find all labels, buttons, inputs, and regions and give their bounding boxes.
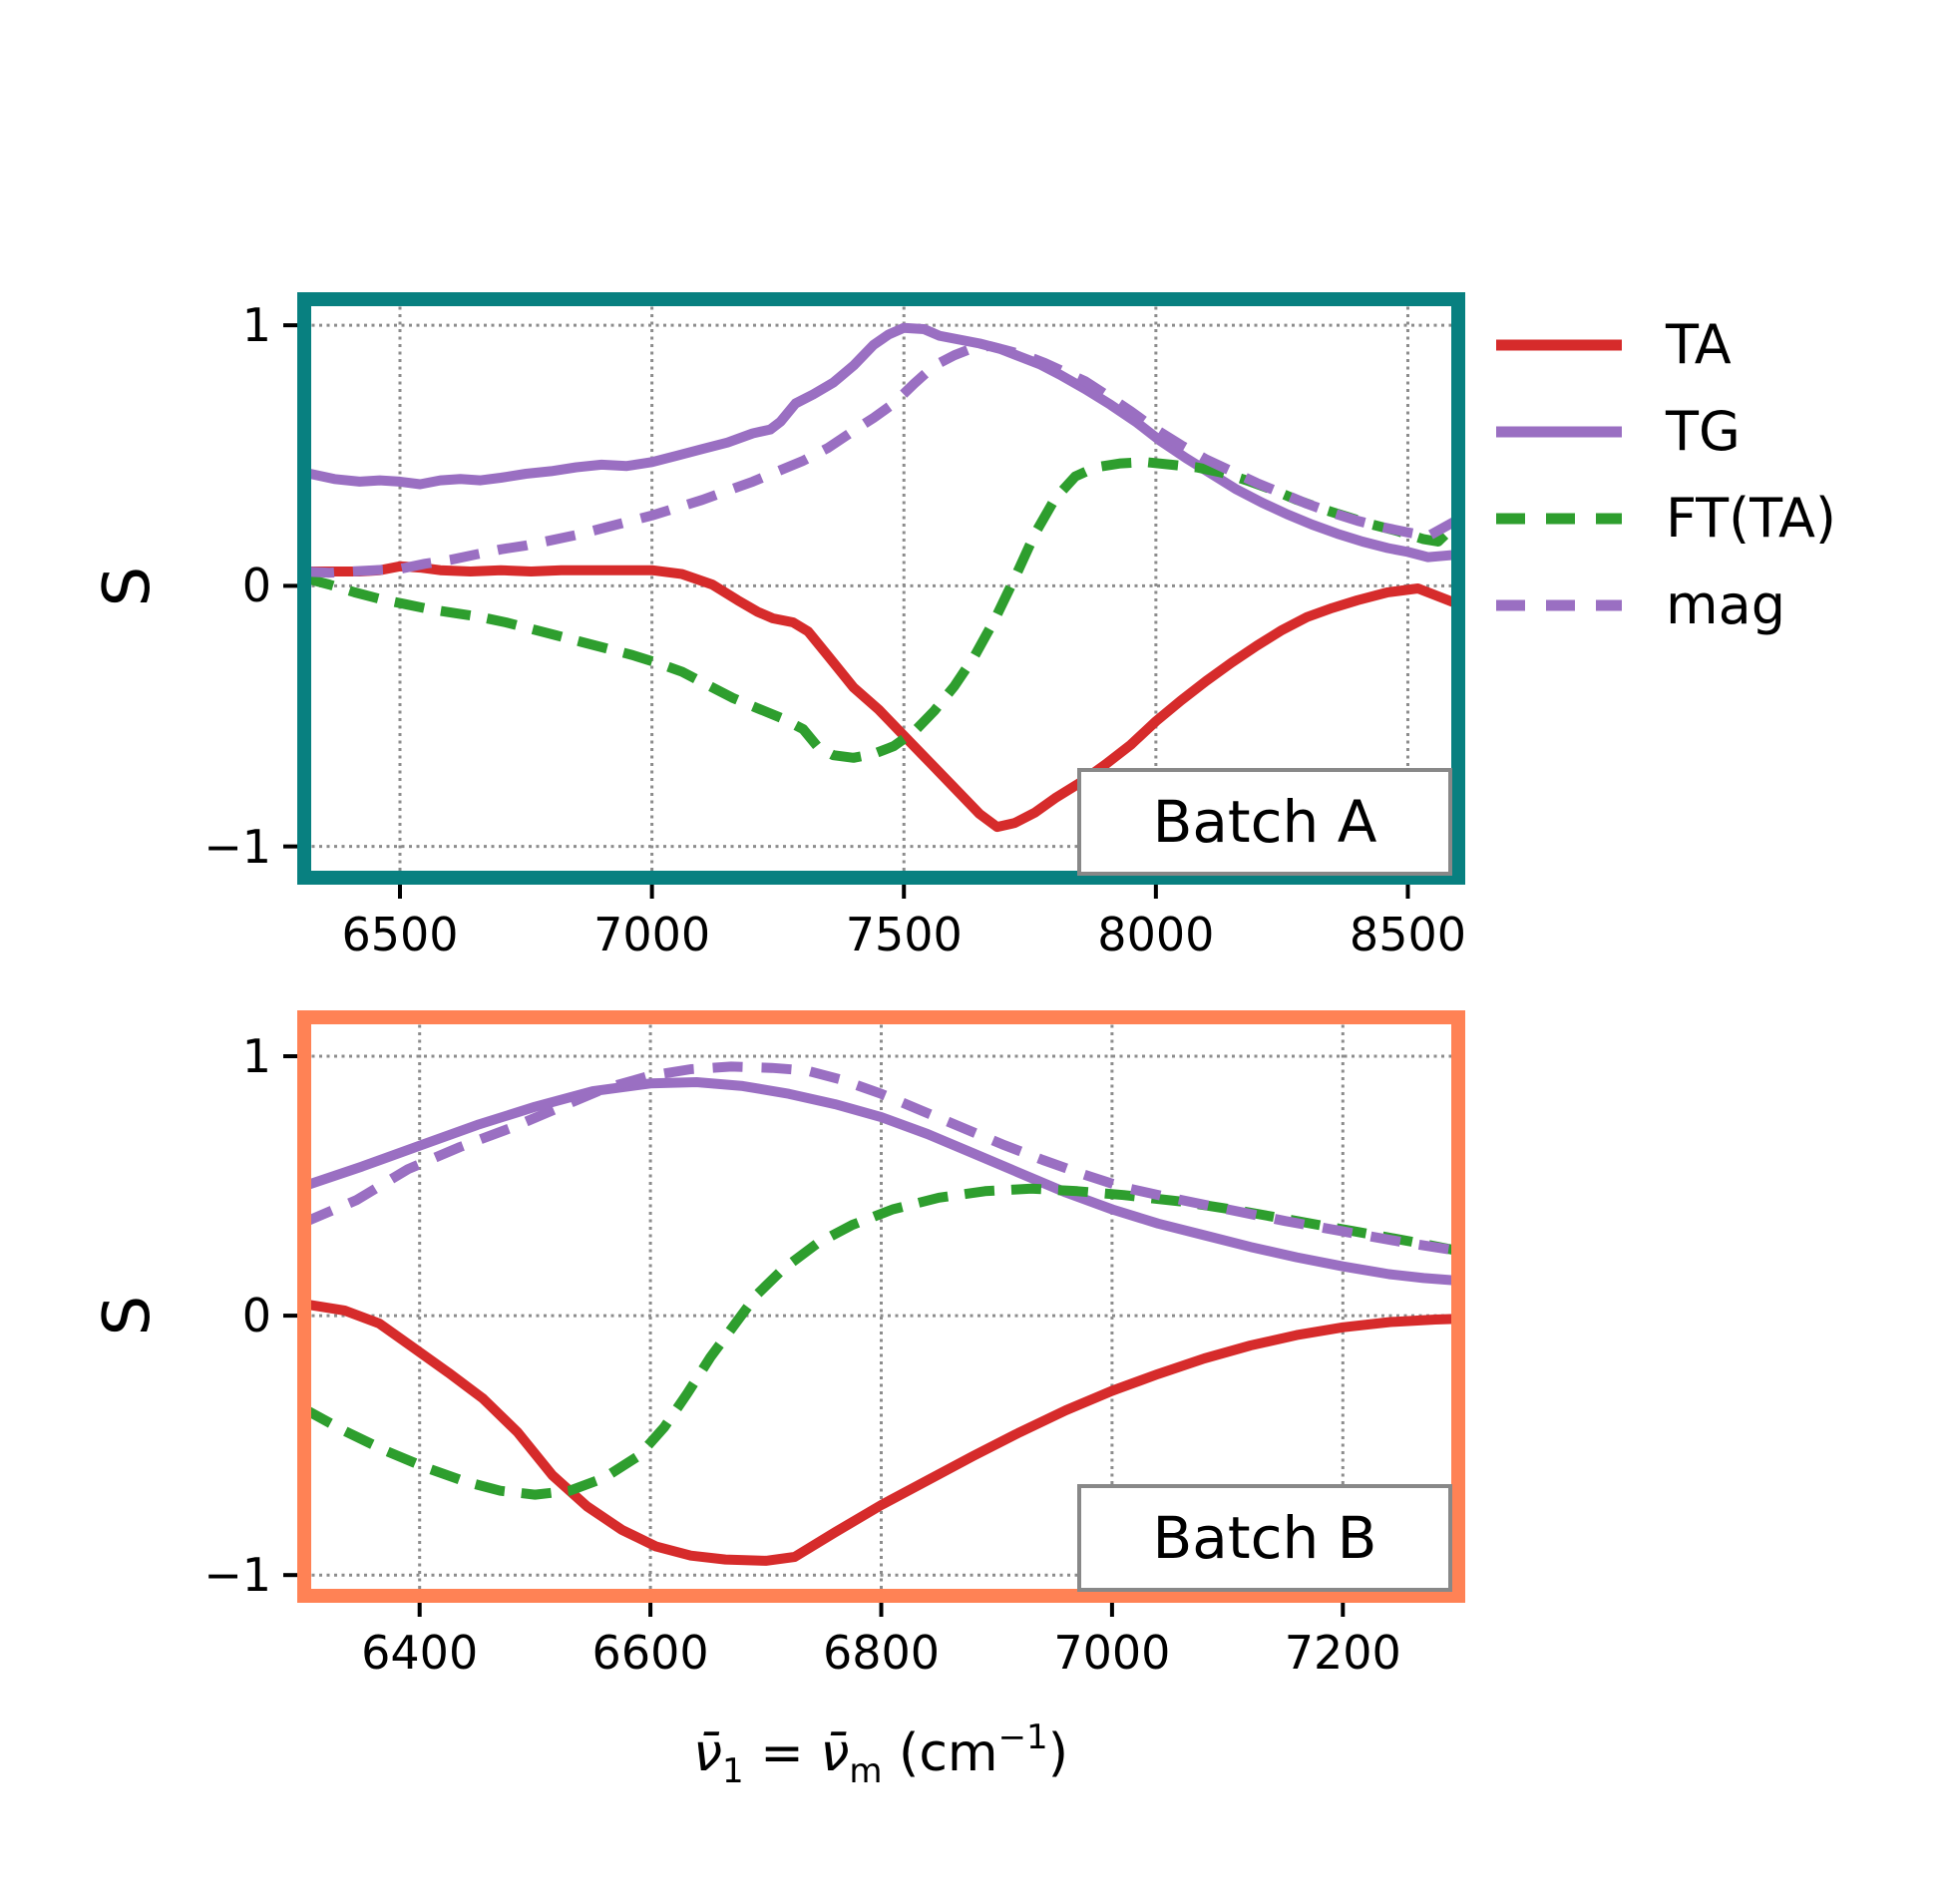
legend-swatch-TA-solid-line-icon <box>1496 339 1622 351</box>
batch-a-series-mag-line <box>304 341 1458 578</box>
legend-item-TG: TG <box>1494 404 1836 460</box>
xlabel-subm: m <box>849 1751 883 1791</box>
x-axis-label: ν̄1 = ν̄m (cm−1) <box>693 1717 1068 1791</box>
batch-a-x-tick-label-6500: 6500 <box>341 908 459 961</box>
batch-a-border <box>297 292 1465 885</box>
batch-b-series-mag-line <box>304 1061 1458 1257</box>
xlabel-equals: = <box>743 1723 821 1783</box>
legend-swatch-mag-dashed-line-icon <box>1496 599 1622 611</box>
batch-b-x-tick-label-6800: 6800 <box>822 1626 941 1680</box>
legend-item-TA: TA <box>1494 317 1836 373</box>
xlabel-unit-sup: −1 <box>997 1717 1048 1757</box>
legend-label-FT(TA): FT(TA) <box>1666 487 1836 550</box>
batch-a-y-tick-label--1: −1 <box>203 819 271 874</box>
xlabel-nu1: ν̄ <box>693 1723 723 1783</box>
xlabel-nu2: ν̄ <box>820 1723 850 1783</box>
batch-b-series-TG-line <box>304 1077 1458 1286</box>
legend-item-FT(TA): FT(TA) <box>1494 491 1836 547</box>
batch-a-y-tick-label-1: 1 <box>241 298 271 353</box>
batch-b-label-box: Batch B <box>1077 1484 1452 1592</box>
batch-a-plot <box>283 292 1465 899</box>
batch-a-series-TG-line <box>304 322 1458 563</box>
legend-swatch-TG-solid-line-icon <box>1496 426 1622 438</box>
batch-b-ticks <box>283 1054 1346 1617</box>
legend-item-mag: mag <box>1494 577 1836 633</box>
batch-a-grid <box>304 299 1458 878</box>
batch-a-x-tick-label-8500: 8500 <box>1349 908 1467 961</box>
batch-a-ticks <box>283 323 1410 899</box>
legend: TA TG FT(TA) mag <box>1494 317 1836 633</box>
legend-label-TA: TA <box>1666 313 1732 376</box>
batch-b-series-FT(TA)-line <box>304 1183 1458 1500</box>
batch-b-y-tick-label-0: 0 <box>241 1289 271 1343</box>
batch-a-x-tick-label-7500: 7500 <box>845 908 963 961</box>
batch-a-x-tick-label-8000: 8000 <box>1097 908 1215 961</box>
batch-b-plot <box>283 1010 1465 1617</box>
y-axis-label-bottom: S <box>91 1295 165 1336</box>
batch-b-x-tick-label-7000: 7000 <box>1053 1626 1171 1680</box>
legend-label-TG: TG <box>1666 400 1741 463</box>
batch-a-series-TA-line <box>304 561 1458 833</box>
batch-b-series-TA-line <box>304 1299 1458 1566</box>
batch-b-y-tick-label-1: 1 <box>241 1029 271 1083</box>
batch-b-border <box>297 1010 1465 1603</box>
batch-a-label-box: Batch A <box>1077 768 1452 876</box>
batch-b-grid <box>304 1017 1458 1596</box>
y-axis-label-top: S <box>91 566 165 607</box>
legend-swatch-FT(TA)-dashed-line-icon <box>1496 513 1622 525</box>
batch-b-x-tick-label-6600: 6600 <box>591 1626 709 1680</box>
xlabel-unit-close: ) <box>1047 1723 1068 1783</box>
batch-b-x-tick-label-6400: 6400 <box>361 1626 479 1680</box>
xlabel-unit-open: (cm <box>882 1723 998 1783</box>
batch-a-label: Batch A <box>1152 788 1377 856</box>
xlabel-sub1: 1 <box>722 1751 744 1791</box>
batch-a-x-tick-label-7000: 7000 <box>593 908 711 961</box>
batch-b-y-tick-label--1: −1 <box>203 1548 271 1603</box>
batch-b-label: Batch B <box>1152 1504 1377 1572</box>
batch-b-x-tick-label-7200: 7200 <box>1284 1626 1401 1680</box>
legend-label-mag: mag <box>1666 573 1785 636</box>
batch-a-y-tick-label-0: 0 <box>241 559 271 613</box>
